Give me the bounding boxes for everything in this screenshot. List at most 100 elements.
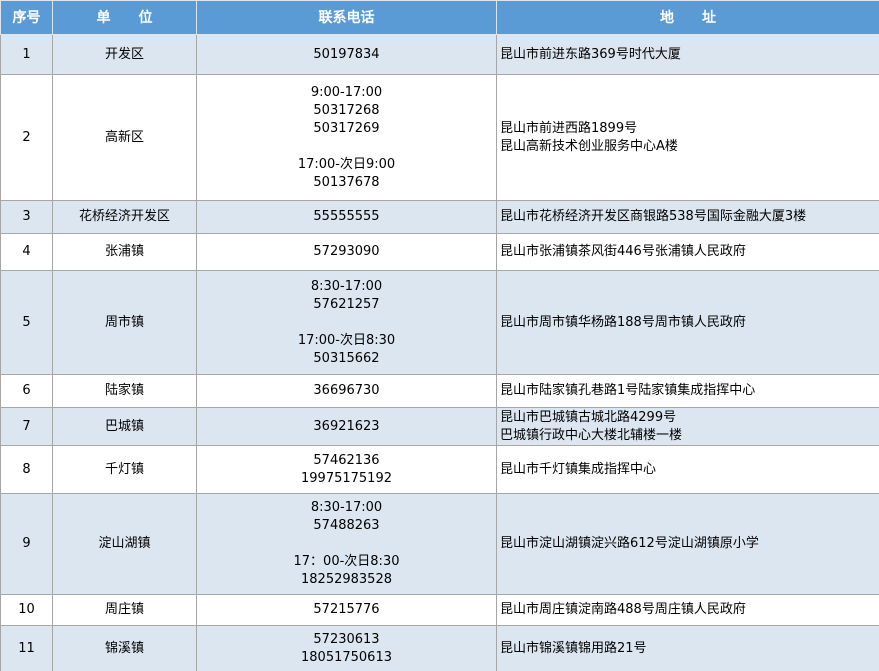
phone-cell: 8:30-17:00 57488263 17：00-次日8:30 1825298352… <box>196 493 497 595</box>
unit-name: 花桥经济开发区 <box>52 200 197 234</box>
unit-name: 张浦镇 <box>52 233 197 271</box>
phone-line: 50137678 <box>313 174 380 190</box>
phone-group: 57215776 <box>200 601 493 619</box>
address-cell: 昆山市花桥经济开发区商银路538号国际金融大厦3楼 <box>496 200 879 234</box>
phone-line: 50317269 <box>313 120 380 136</box>
phone-group: 9:00-17:00 50317268 50317269 <box>200 84 493 138</box>
phone-line: 19975175192 <box>301 470 392 486</box>
unit-name: 周庄镇 <box>52 594 197 626</box>
phone-cell: 9:00-17:00 50317268 50317269 17:00-次日9:00 50… <box>196 74 497 201</box>
phone-line: 8:30-17:00 <box>310 500 383 515</box>
address-line: 昆山市前进西路1899号 <box>500 120 638 136</box>
unit-name: 锦溪镇 <box>52 625 197 671</box>
unit-name: 千灯镇 <box>52 445 197 494</box>
row-number: 7 <box>0 407 53 446</box>
phone-cell: 36921623 <box>196 407 497 446</box>
unit-name: 巴城镇 <box>52 407 197 446</box>
address-cell: 昆山市陆家镇孔巷路1号陆家镇集成指挥中心 <box>496 374 879 408</box>
address-line: 昆山市淀山湖镇淀兴路612号淀山湖镇原小学 <box>500 536 759 551</box>
phone-line: 36921623 <box>313 418 380 434</box>
phone-line: 50315662 <box>313 350 380 366</box>
row-number: 10 <box>0 594 53 626</box>
phone-line: 50197834 <box>313 46 380 62</box>
phone-line: 9:00-17:00 <box>310 84 383 100</box>
phone-cell: 8:30-17:00 57621257 17:00-次日8:30 50315662 <box>196 270 497 375</box>
phone-cell: 50197834 <box>196 34 497 75</box>
phone-line: 55555555 <box>313 209 380 224</box>
phone-line: 50317268 <box>313 102 380 118</box>
phone-group: 50197834 <box>200 46 493 64</box>
address-line: 巴城镇行政中心大楼北辅楼一楼 <box>500 427 683 443</box>
table-row: 8 千灯镇 57462136 19975175192 昆山市千灯镇集成指挥中心 <box>0 445 879 494</box>
address-line: 昆山市锦溪镇锦用路21号 <box>500 640 647 656</box>
phone-cell: 36696730 <box>196 374 497 408</box>
phone-group: 17：00-次日8:30 18252983528 <box>200 553 493 589</box>
phone-cell: 55555555 <box>196 200 497 234</box>
phone-group: 57293090 <box>200 243 493 261</box>
row-number: 1 <box>0 34 53 75</box>
address-cell: 昆山市淀山湖镇淀兴路612号淀山湖镇原小学 <box>496 493 879 595</box>
phone-line: 8:30-17:00 <box>310 278 383 294</box>
row-number: 11 <box>0 625 53 671</box>
header-cell: 联系电话 <box>196 0 497 35</box>
unit-name: 高新区 <box>52 74 197 201</box>
address-cell: 昆山市巴城镇古城北路4299号 巴城镇行政中心大楼北辅楼一楼 <box>496 407 879 446</box>
table-row: 9 淀山湖镇 8:30-17:00 57488263 17：00-次日8:30 18252… <box>0 493 879 595</box>
table-row: 7 巴城镇 36921623 昆山市巴城镇古城北路4299号 巴城镇行政中心大楼北辅楼一… <box>0 407 879 446</box>
phone-line: 57230613 <box>313 631 380 647</box>
address-cell: 昆山市前进东路369号时代大厦 <box>496 34 879 75</box>
phone-line: 57462136 <box>313 452 380 468</box>
phone-line: 57621257 <box>313 296 380 312</box>
phone-cell: 57230613 18051750613 <box>196 625 497 671</box>
phone-group: 8:30-17:00 57488263 <box>200 499 493 535</box>
phone-group: 36696730 <box>200 382 493 400</box>
row-number: 2 <box>0 74 53 201</box>
phone-group: 17:00-次日9:00 50137678 <box>200 156 493 192</box>
row-number: 6 <box>0 374 53 408</box>
phone-group: 55555555 <box>200 208 493 226</box>
row-number: 5 <box>0 270 53 375</box>
phone-group: 57230613 18051750613 <box>200 631 493 667</box>
row-number: 4 <box>0 233 53 271</box>
address-line: 昆山高新技术创业服务中心A楼 <box>500 138 678 154</box>
table-row: 11 锦溪镇 57230613 18051750613 昆山市锦溪镇锦用路21号 <box>0 625 879 671</box>
address-line: 昆山市陆家镇孔巷路1号陆家镇集成指挥中心 <box>500 383 756 398</box>
phone-line: 18252983528 <box>301 572 392 587</box>
table-row: 10 周庄镇 57215776 昆山市周庄镇淀南路488号周庄镇人民政府 <box>0 594 879 626</box>
phone-cell: 57215776 <box>196 594 497 626</box>
phone-group: 57462136 19975175192 <box>200 452 493 488</box>
row-number: 8 <box>0 445 53 494</box>
phone-line: 36696730 <box>313 383 380 398</box>
table-row: 4 张浦镇 57293090 昆山市张浦镇茶风街446号张浦镇人民政府 <box>0 233 879 271</box>
header-cell: 序号 <box>0 0 53 35</box>
header-row: 序号单 位联系电话地 址 <box>0 0 879 35</box>
address-line: 昆山市周市镇华杨路188号周市镇人民政府 <box>500 314 746 330</box>
address-line: 昆山市巴城镇古城北路4299号 <box>500 409 677 425</box>
address-line: 昆山市张浦镇茶风街446号张浦镇人民政府 <box>500 244 746 259</box>
header-cell: 单 位 <box>52 0 197 35</box>
address-line: 昆山市花桥经济开发区商银路538号国际金融大厦3楼 <box>500 209 807 224</box>
phone-line: 17:00-次日9:00 <box>297 156 396 172</box>
row-number: 9 <box>0 493 53 595</box>
phone-line: 18051750613 <box>301 649 392 665</box>
phone-group: 17:00-次日8:30 50315662 <box>200 332 493 368</box>
row-number: 3 <box>0 200 53 234</box>
phone-cell: 57293090 <box>196 233 497 271</box>
table-row: 3 花桥经济开发区 55555555 昆山市花桥经济开发区商银路538号国际金融大厦3… <box>0 200 879 234</box>
address-line: 昆山市前进东路369号时代大厦 <box>500 46 681 62</box>
address-line: 昆山市千灯镇集成指挥中心 <box>500 461 657 477</box>
phone-line: 57488263 <box>313 518 380 533</box>
table-row: 5 周市镇 8:30-17:00 57621257 17:00-次日8:30 503156… <box>0 270 879 375</box>
table-row: 2 高新区 9:00-17:00 50317268 50317269 17:00-次日9:… <box>0 74 879 201</box>
unit-name: 淀山湖镇 <box>52 493 197 595</box>
phone-group: 8:30-17:00 57621257 <box>200 278 493 314</box>
table-row: 1 开发区 50197834 昆山市前进东路369号时代大厦 <box>0 34 879 75</box>
unit-name: 周市镇 <box>52 270 197 375</box>
address-cell: 昆山市周市镇华杨路188号周市镇人民政府 <box>496 270 879 375</box>
address-cell: 昆山市张浦镇茶风街446号张浦镇人民政府 <box>496 233 879 271</box>
address-cell: 昆山市锦溪镇锦用路21号 <box>496 625 879 671</box>
phone-cell: 57462136 19975175192 <box>196 445 497 494</box>
phone-line: 17:00-次日8:30 <box>297 332 396 348</box>
